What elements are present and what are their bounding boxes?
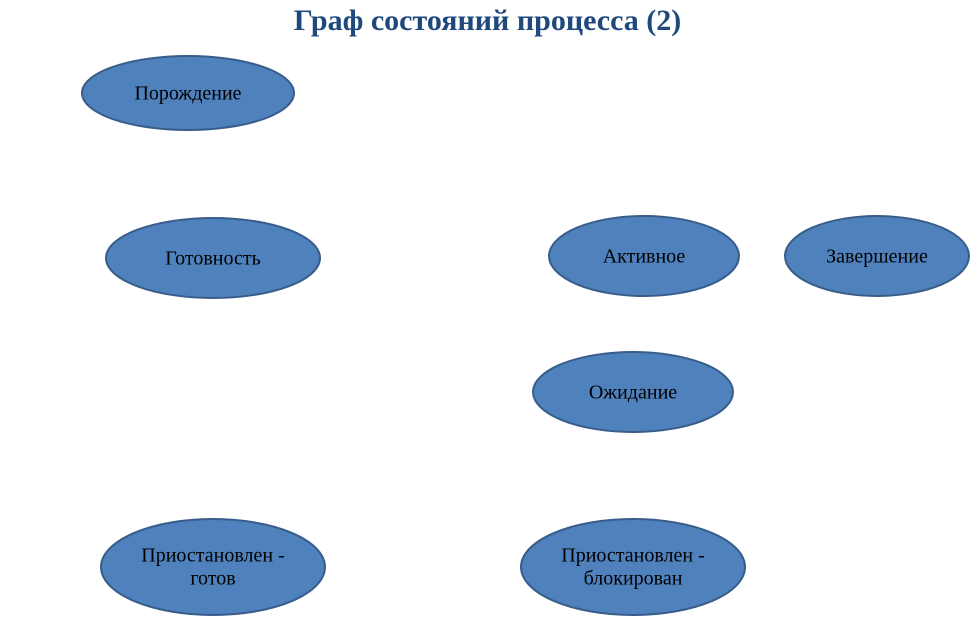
node-susp-ready-label1: Приостановлен -	[141, 545, 285, 567]
node-susp-ready: Приостановлен - готов	[101, 519, 325, 615]
node-active: Активное	[549, 216, 739, 296]
node-susp-block-label2: блокирован	[584, 568, 683, 590]
node-susp-block-label1: Приостановлен -	[561, 545, 705, 567]
node-ready: Готовность	[106, 218, 320, 298]
node-waiting-label: Ожидание	[589, 382, 677, 404]
node-done: Завершение	[785, 216, 969, 296]
diagram-canvas: Порождение Готовность Активное Завершени…	[0, 0, 975, 632]
node-susp-block: Приостановлен - блокирован	[521, 519, 745, 615]
node-waiting: Ожидание	[533, 352, 733, 432]
node-creation-label: Порождение	[134, 83, 241, 105]
node-susp-ready-label2: готов	[190, 568, 235, 590]
node-active-label: Активное	[603, 246, 686, 268]
node-done-label: Завершение	[826, 246, 928, 268]
node-creation: Порождение	[82, 56, 294, 130]
node-ready-label: Готовность	[165, 248, 260, 270]
